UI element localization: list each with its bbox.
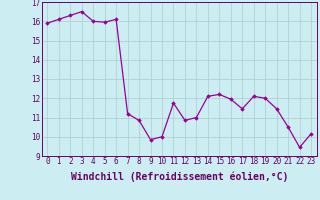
X-axis label: Windchill (Refroidissement éolien,°C): Windchill (Refroidissement éolien,°C) (70, 172, 288, 182)
